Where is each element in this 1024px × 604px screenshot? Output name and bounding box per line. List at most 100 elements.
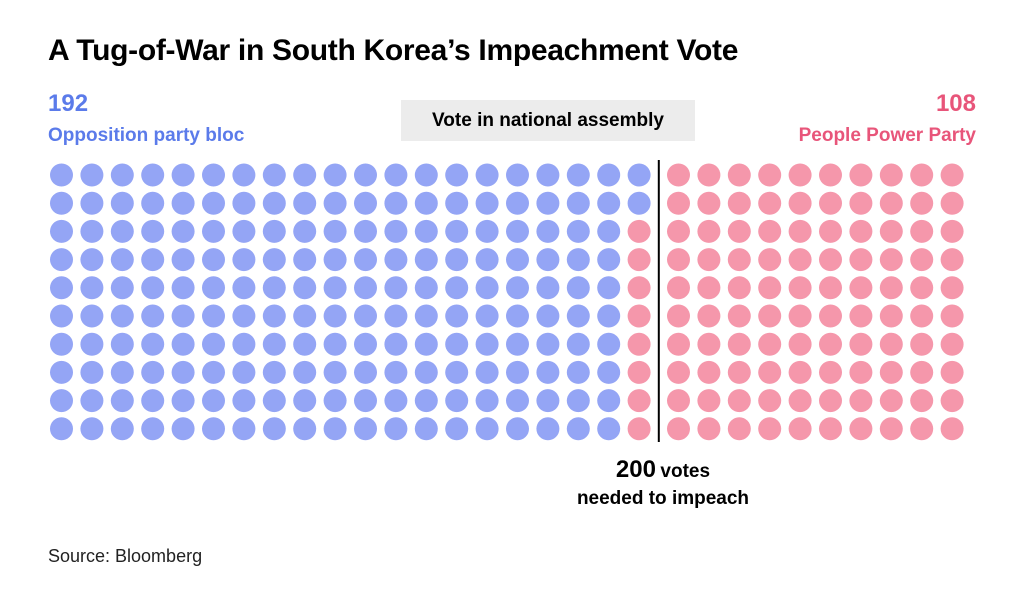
seat-opposition (384, 389, 408, 413)
seat-opposition (445, 163, 469, 187)
seat-ppp (727, 163, 751, 187)
seat-opposition (566, 304, 590, 328)
seat-ppp (788, 389, 812, 413)
seat-ppp (758, 417, 782, 441)
seat-opposition (232, 219, 256, 243)
seat-ppp (788, 219, 812, 243)
seat-ppp (697, 389, 721, 413)
seat-ppp (819, 276, 842, 300)
seat-opposition (232, 389, 256, 413)
seat-opposition (354, 248, 377, 272)
seat-opposition (110, 389, 134, 413)
seat-opposition (536, 360, 560, 384)
seat-opposition (597, 191, 621, 215)
seat-opposition (323, 248, 347, 272)
seat-opposition (262, 389, 286, 413)
seat-ppp (667, 389, 690, 413)
seat-ppp (910, 304, 934, 328)
seat-opposition (475, 163, 499, 187)
seat-opposition (597, 332, 621, 356)
seat-ppp (667, 219, 690, 243)
seat-ppp (940, 417, 964, 441)
seat-opposition (293, 360, 317, 384)
seat-ppp (910, 248, 934, 272)
seat-opposition (536, 304, 560, 328)
seat-ppp (758, 304, 782, 328)
seat-ppp (849, 163, 873, 187)
seat-opposition (597, 417, 621, 441)
seat-ppp (727, 248, 751, 272)
seat-opposition (414, 417, 438, 441)
seat-ppp (879, 276, 903, 300)
seat-ppp (910, 276, 934, 300)
seat-opposition (506, 276, 529, 300)
threshold-number: 200 (615, 456, 656, 483)
seat-ppp (849, 191, 873, 215)
seat-opposition (566, 332, 590, 356)
seat-opposition (384, 191, 408, 215)
seat-opposition (354, 219, 377, 243)
seat-opposition (171, 389, 195, 413)
seat-opposition (293, 191, 317, 215)
seat-opposition (232, 332, 256, 356)
seat-ppp (627, 276, 651, 300)
seat-ppp (849, 417, 873, 441)
seat-opposition (262, 276, 286, 300)
seat-ppp (667, 332, 690, 356)
seat-opposition (354, 276, 377, 300)
seat-ppp (667, 191, 690, 215)
ppp-label: People Power Party (798, 125, 976, 146)
seat-opposition (262, 191, 286, 215)
seat-opposition (354, 360, 377, 384)
seat-opposition (536, 248, 560, 272)
seat-opposition (506, 163, 529, 187)
seat-ppp (788, 163, 812, 187)
seat-opposition (80, 248, 104, 272)
seat-opposition (323, 389, 347, 413)
seat-opposition (293, 219, 317, 243)
seat-opposition (354, 332, 377, 356)
seat-opposition (475, 417, 499, 441)
seat-opposition (110, 332, 134, 356)
seat-opposition (232, 163, 256, 187)
seat-ppp (819, 248, 842, 272)
seat-opposition (445, 248, 469, 272)
seat-opposition (202, 276, 225, 300)
seat-opposition (50, 360, 73, 384)
seat-opposition (566, 248, 590, 272)
seat-ppp (940, 276, 964, 300)
seat-opposition (384, 332, 408, 356)
seat-ppp (788, 332, 812, 356)
seat-opposition (414, 304, 438, 328)
seat-opposition (293, 163, 317, 187)
seat-opposition (414, 248, 438, 272)
seat-opposition (110, 276, 134, 300)
seat-opposition (202, 248, 225, 272)
seat-opposition (262, 219, 286, 243)
seat-opposition (566, 219, 590, 243)
seat-ppp (758, 191, 782, 215)
seat-opposition (141, 219, 165, 243)
seat-opposition (50, 276, 73, 300)
seat-opposition (50, 304, 73, 328)
seat-opposition (171, 332, 195, 356)
seat-opposition (536, 332, 560, 356)
seat-opposition (80, 389, 104, 413)
seat-opposition (50, 191, 73, 215)
seat-opposition (536, 417, 560, 441)
seat-opposition (445, 276, 469, 300)
seat-ppp (697, 276, 721, 300)
threshold-caption: needed to impeach (576, 488, 750, 509)
seat-opposition (323, 219, 347, 243)
seat-ppp (849, 389, 873, 413)
seat-opposition (323, 163, 347, 187)
seat-ppp (819, 360, 842, 384)
seat-ppp (627, 389, 651, 413)
seat-ppp (727, 332, 751, 356)
seat-opposition (566, 163, 590, 187)
chart-title: A Tug-of-War in South Korea’s Impeachmen… (48, 34, 739, 67)
seat-opposition (414, 219, 438, 243)
seat-ppp (667, 248, 690, 272)
seat-opposition (384, 304, 408, 328)
